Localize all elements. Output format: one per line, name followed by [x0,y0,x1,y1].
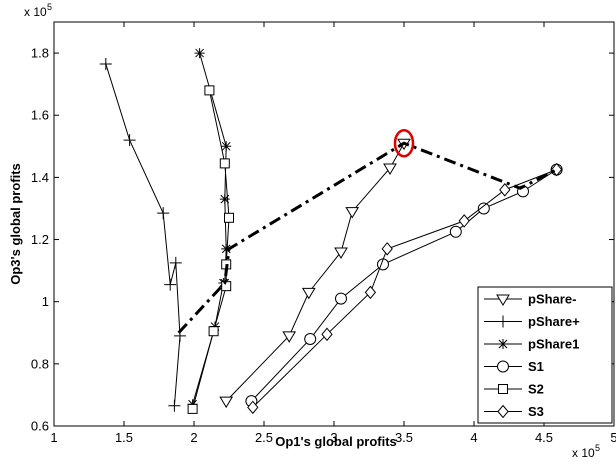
legend-entry-pshare: pShare- [484,292,576,307]
x-exponent-label: x 10 [572,446,595,460]
data-point [221,141,232,152]
data-point [169,256,182,269]
data-point [219,396,234,409]
data-point [194,48,205,59]
x-exponent-power: 5 [595,443,600,453]
data-point [477,202,490,215]
series-line [251,169,557,402]
x-tick-label: 4 [470,430,477,445]
series-pshare [219,138,411,409]
legend-marker [496,294,510,306]
y-exponent-label: x 10 [24,5,47,19]
x-tick-label: 3.5 [395,430,413,445]
legend-entry-s2: S2 [484,382,544,397]
x-tick-label: 3 [330,430,337,445]
data-point [247,400,259,415]
legend-marker [498,339,508,349]
plot-area [99,48,563,415]
data-point [499,183,511,197]
data-point [301,287,316,300]
data-point [550,162,563,177]
legend-label: pShare+ [528,314,580,329]
y-tick-label: 1 [42,294,49,309]
x-tick-label: 2 [190,430,197,445]
y-tick-label: 1.4 [31,170,49,185]
data-point [458,214,470,228]
legend-entry-s1: S1 [484,359,544,374]
data-point [321,327,333,342]
data-point [345,207,360,219]
data-point [204,85,215,96]
data-point [208,326,219,337]
data-point [364,285,377,300]
data-point [224,212,234,223]
data-point [282,331,297,343]
legend-entry-s3: S3 [484,404,544,419]
legend-label: S3 [528,404,544,419]
y-tick-label: 0.8 [31,356,49,371]
x-tick-label: 5 [610,430,616,445]
highlight-ellipse [393,128,415,158]
data-point [219,194,230,205]
legend-entry-pshare1: pShare1 [484,337,579,352]
data-point [168,399,181,412]
legend-entry-pshare: pShare+ [484,314,580,329]
data-point [449,225,462,238]
dash-dot-path [177,141,558,334]
data-point [381,242,393,256]
data-point [383,163,397,176]
data-point [304,332,317,345]
x-tick-label: 4.5 [535,430,553,445]
data-point [335,292,347,305]
legend-marker [497,404,509,419]
y-tick-label: 1.2 [31,232,49,247]
legend-marker [498,384,508,394]
legend-marker [497,315,509,328]
y-exponent-power: 5 [47,2,52,12]
data-point [187,403,198,414]
data-point [157,207,170,220]
series-pshare [99,57,186,412]
legend-label: pShare- [528,292,576,307]
legend-label: S2 [528,382,544,397]
series-s2 [187,85,234,414]
series-line [225,142,405,402]
data-point [334,247,348,259]
x-tick-label: 2.5 [255,430,273,445]
x-tick-label: 1 [50,430,57,445]
x-axis-label: Op1's global profits [275,434,397,449]
data-point [123,134,136,147]
series-pshare1 [187,48,232,410]
y-axis-label: Op3's global profits [8,163,23,285]
legend-label: S1 [528,359,544,374]
legend-box [477,286,613,424]
y-tick-label: 0.6 [31,419,49,434]
data-point [221,243,232,254]
data-point [219,158,230,169]
legend-label: pShare1 [528,337,579,352]
data-point [164,278,177,291]
x-tick-label: 1.5 [115,430,133,445]
y-tick-label: 1.6 [31,108,49,123]
y-tick-label: 1.8 [31,46,49,61]
series-line [105,63,181,406]
series-line [192,52,227,405]
chart-legend: pShare-pShare+ pShare1 S1 S2 S3 [477,286,613,424]
series-s3 [247,162,563,415]
data-point [99,57,112,70]
legend-marker [497,360,509,373]
